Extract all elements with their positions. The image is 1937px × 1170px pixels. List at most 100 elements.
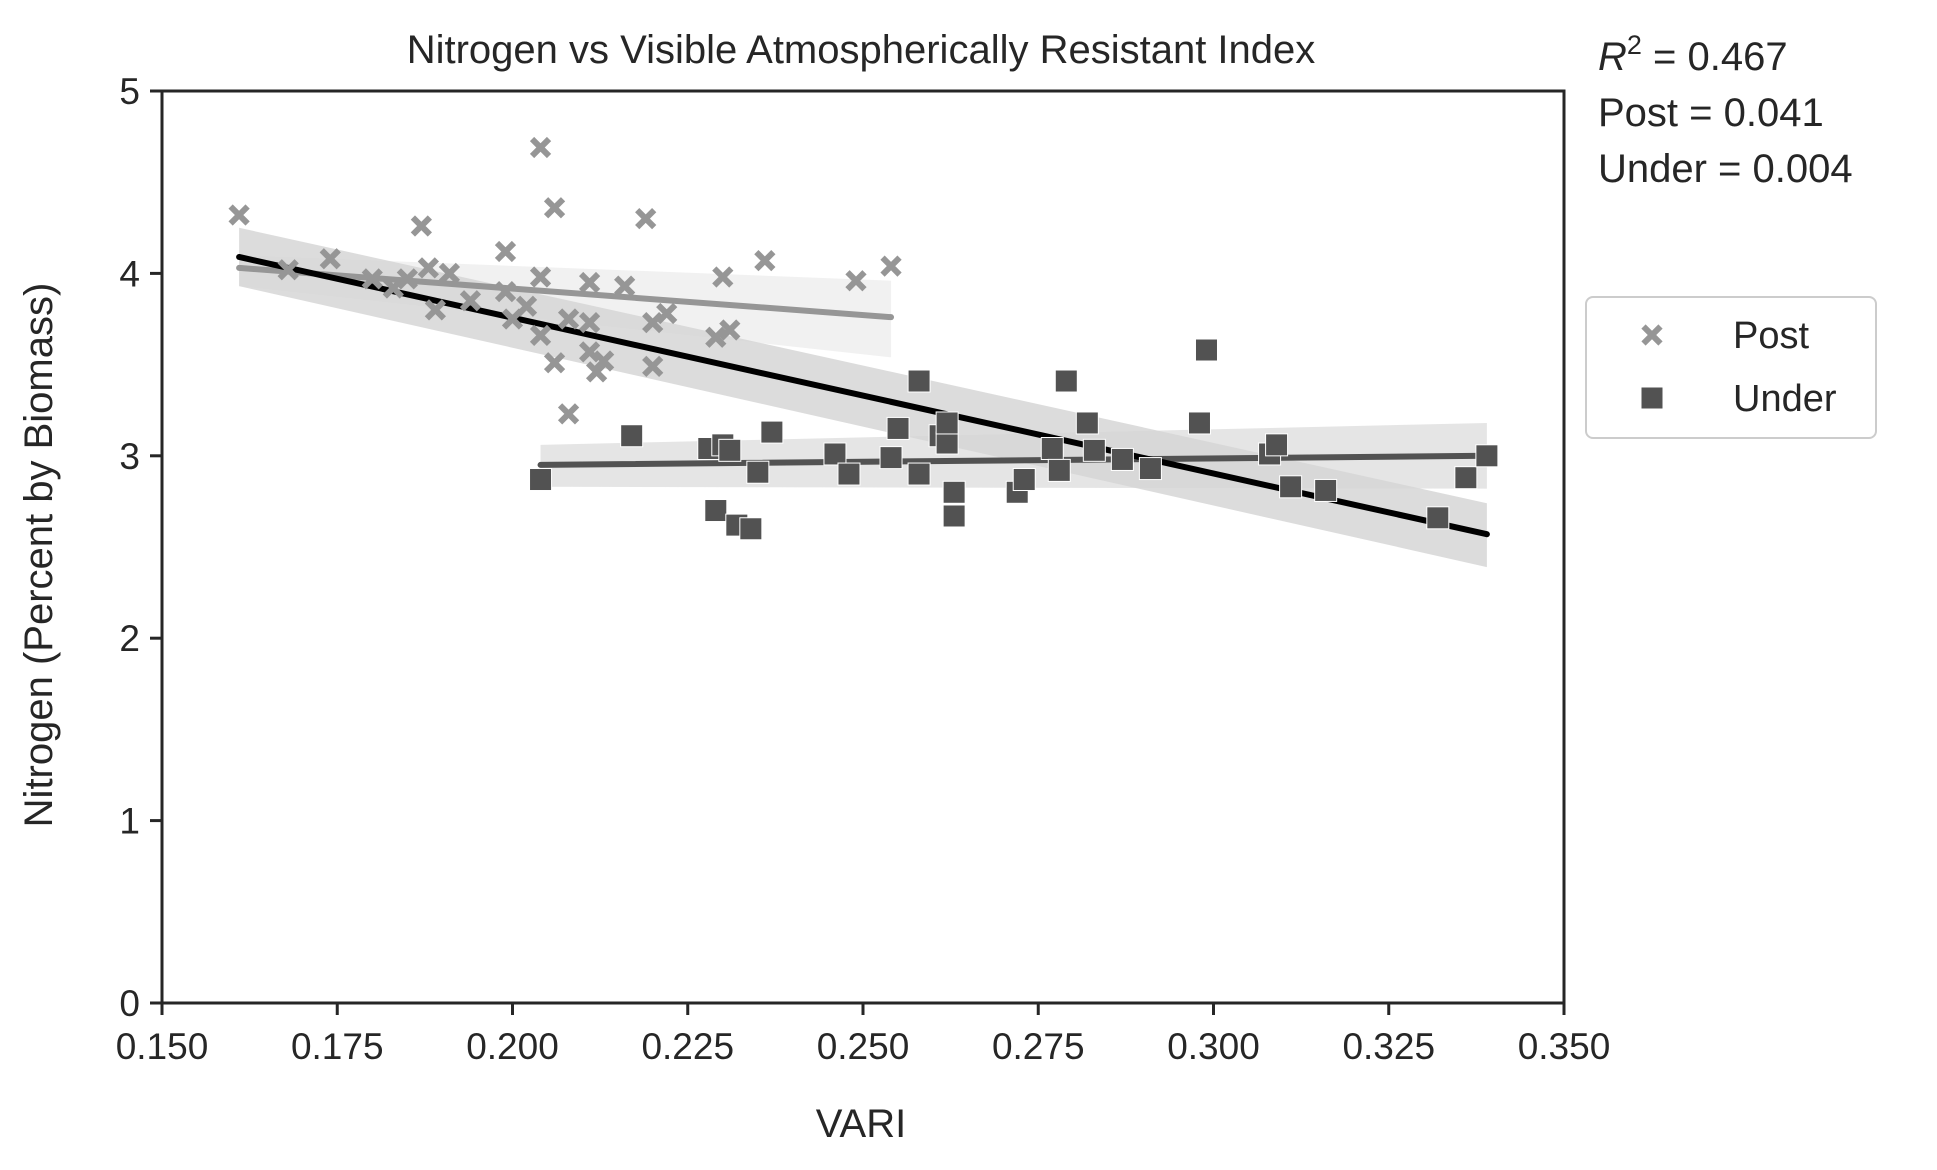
post-point xyxy=(642,312,664,334)
post-point xyxy=(557,308,580,330)
r2-value: = 0.467 xyxy=(1642,35,1788,79)
y-tick-label: 4 xyxy=(119,253,140,294)
data-points xyxy=(228,136,1499,541)
under-point xyxy=(1054,369,1078,393)
under-point xyxy=(1426,506,1450,530)
under-point xyxy=(718,438,742,462)
under-point xyxy=(1012,468,1036,492)
y-tick-label: 1 xyxy=(119,801,140,842)
post-point xyxy=(635,208,657,230)
post-point xyxy=(557,403,580,425)
post-point xyxy=(593,350,615,372)
plot-frame xyxy=(160,89,1566,1005)
post-point xyxy=(417,257,440,279)
y-tick-label: 2 xyxy=(119,618,140,659)
x-tick-label: 0.200 xyxy=(466,1026,559,1067)
under-regression-line xyxy=(537,452,1490,468)
post-point xyxy=(529,136,552,159)
under-point xyxy=(1047,458,1071,482)
x-tick-label: 0.350 xyxy=(1518,1026,1611,1067)
post-point xyxy=(578,312,601,334)
under-point xyxy=(529,468,553,492)
under-point xyxy=(942,504,966,528)
y-tick-label: 3 xyxy=(119,436,140,477)
post-point xyxy=(578,271,601,294)
y-tick-label: 5 xyxy=(119,71,140,112)
chart-title: Nitrogen vs Visible Atmospherically Resi… xyxy=(407,28,1316,72)
post-stat-text: Post = 0.041 xyxy=(1598,91,1824,135)
x-tick-label: 0.300 xyxy=(1167,1026,1260,1067)
legend-under-label: Under xyxy=(1733,378,1837,420)
under-point xyxy=(907,369,931,393)
r2-symbol: R xyxy=(1598,35,1627,79)
post-point xyxy=(705,326,727,348)
under-point xyxy=(1187,411,1211,435)
post-point xyxy=(642,355,664,378)
under-point xyxy=(823,442,847,466)
x-tick-label: 0.325 xyxy=(1342,1026,1435,1067)
ticks: 0.150 0.175 0.200 0.225 0.250 0.275 0.300 0.325… xyxy=(116,71,1611,1067)
post-point xyxy=(845,270,867,292)
under-stat-text: Under = 0.004 xyxy=(1598,147,1853,191)
under-point xyxy=(1279,475,1303,499)
post-point xyxy=(578,341,601,363)
post-point xyxy=(396,268,418,290)
post-point xyxy=(494,240,517,263)
post-point xyxy=(382,277,404,299)
under-point xyxy=(1265,433,1289,457)
r2-superscript: 2 xyxy=(1627,30,1642,60)
post-point xyxy=(424,299,447,321)
legend-post-label: Post xyxy=(1733,315,1809,357)
under-point xyxy=(1110,447,1134,471)
under-point xyxy=(760,420,784,444)
post-point xyxy=(438,262,461,285)
axes xyxy=(160,89,1566,1005)
post-point xyxy=(529,266,552,288)
post-point xyxy=(712,266,734,288)
stats-annotation: R2 = 0.467 Post = 0.041 Under = 0.004 xyxy=(1598,30,1853,191)
legend-post-marker xyxy=(1641,324,1663,346)
x-tick-label: 0.150 xyxy=(116,1026,209,1067)
under-point xyxy=(907,462,931,486)
under-point xyxy=(1082,438,1106,462)
post-point xyxy=(543,352,566,374)
under-point xyxy=(1314,478,1338,502)
under-point xyxy=(837,462,861,486)
under-point xyxy=(1194,338,1218,362)
legend: Post Under xyxy=(1585,296,1877,439)
post-point xyxy=(880,255,902,277)
y-tick-label: 0 xyxy=(119,983,140,1024)
under-point xyxy=(942,480,966,504)
post-point xyxy=(228,204,250,226)
post-regression-line xyxy=(236,264,895,321)
under-point xyxy=(1040,437,1064,461)
under-point xyxy=(935,431,959,455)
post-point xyxy=(459,290,482,312)
under-point xyxy=(739,517,763,541)
post-point xyxy=(410,215,432,237)
under-point xyxy=(620,424,644,448)
x-tick-label: 0.275 xyxy=(992,1026,1085,1067)
under-point xyxy=(1475,444,1499,468)
y-axis-label: Nitrogen (Percent by Biomass) xyxy=(17,283,61,828)
regression-lines xyxy=(236,253,1490,538)
post-point xyxy=(361,268,383,290)
post-point xyxy=(277,259,299,281)
under-point xyxy=(1138,457,1162,481)
post-point xyxy=(614,275,636,297)
under-point xyxy=(1075,411,1099,435)
post-point xyxy=(529,324,552,347)
post-point xyxy=(656,302,678,325)
post-point xyxy=(319,248,341,270)
under-point xyxy=(746,460,770,484)
post-point xyxy=(719,319,741,341)
under-point xyxy=(886,416,910,440)
x-tick-label: 0.175 xyxy=(291,1026,384,1067)
post-point xyxy=(515,295,538,317)
r2-text: R2 = 0.467 xyxy=(1598,30,1788,79)
legend-post-x-icon xyxy=(1641,324,1663,346)
x-axis-label: VARI xyxy=(816,1102,906,1146)
under-point xyxy=(935,411,959,435)
legend-under-marker xyxy=(1640,386,1664,410)
post-point xyxy=(494,281,517,303)
